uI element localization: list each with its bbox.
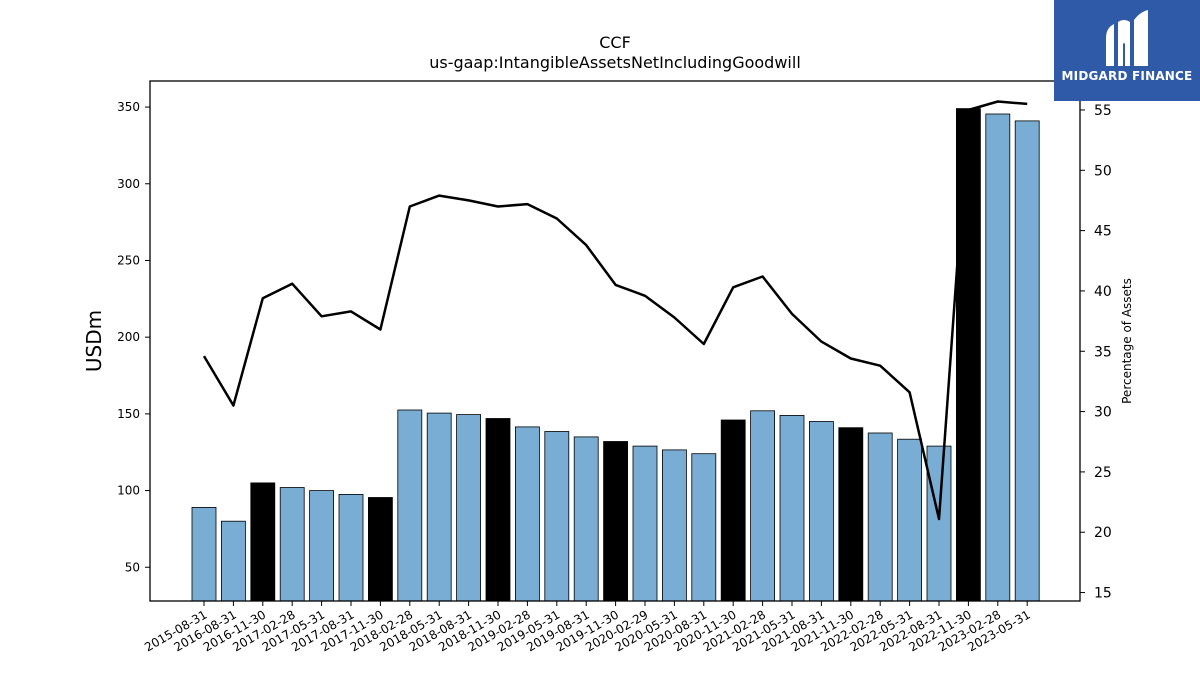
- bar: [603, 441, 628, 602]
- bar: [632, 445, 658, 602]
- bar: [662, 449, 687, 602]
- bar: [985, 113, 1011, 602]
- y2-tick-label: 20: [1094, 525, 1112, 541]
- y-tick-label: 100: [117, 484, 140, 498]
- y2-tick-label: 15: [1094, 586, 1112, 602]
- y2-tick-label: 25: [1094, 465, 1112, 481]
- brand-name: MIDGARD FINANCE: [1061, 69, 1193, 83]
- bar: [809, 421, 834, 602]
- y2-tick-label: 40: [1094, 284, 1112, 300]
- bar: [279, 487, 305, 602]
- bar: [867, 432, 893, 602]
- bar: [338, 493, 364, 602]
- y2-tick-label: 50: [1094, 163, 1112, 179]
- bar: [191, 506, 217, 602]
- chart-subtitle: us-gaap:IntangibleAssetsNetIncludingGood…: [429, 53, 801, 72]
- brand-logo: MIDGARD FINANCE: [1054, 0, 1200, 101]
- y-tick-label: 50: [125, 560, 140, 574]
- y-tick-label: 350: [117, 100, 140, 114]
- bar: [426, 412, 452, 602]
- bar: [515, 426, 540, 602]
- percentage-line: [202, 100, 1028, 521]
- chart-title: CCF: [599, 33, 631, 52]
- y2-ticks: 15 20 25 30 35 40 45 50 55: [1080, 103, 1112, 602]
- logo-mark-icon: [1106, 10, 1148, 66]
- bar: [720, 419, 746, 602]
- bar: [926, 445, 952, 602]
- bar: [456, 414, 482, 602]
- bar: [779, 414, 805, 602]
- bar: [485, 418, 511, 602]
- bar: [367, 497, 393, 602]
- x-ticks: 2015-08-312016-08-312016-11-302017-02-28…: [142, 601, 1033, 654]
- bar: [250, 482, 276, 602]
- y-axis-label: USDm: [82, 310, 106, 372]
- bar: [220, 520, 246, 602]
- y2-tick-label: 55: [1094, 103, 1112, 119]
- y-tick-label: 150: [117, 407, 140, 421]
- bar: [750, 410, 775, 602]
- bar: [1014, 120, 1040, 602]
- y2-axis-label: Percentage of Assets: [1120, 278, 1134, 404]
- bar: [309, 490, 335, 602]
- bar: [838, 427, 864, 602]
- y-tick-label: 250: [117, 253, 140, 267]
- bar: [397, 409, 423, 602]
- y2-tick-label: 35: [1094, 344, 1112, 360]
- y-tick-label: 300: [117, 177, 140, 191]
- bar: [956, 108, 981, 602]
- bar: [544, 431, 570, 602]
- axes: [149, 80, 1081, 602]
- line-series: [202, 100, 1028, 521]
- bar: [573, 436, 599, 602]
- y-ticks: 50 100 150 200 250 300 350: [117, 100, 150, 574]
- y2-tick-label: 45: [1094, 224, 1112, 240]
- y-tick-label: 200: [117, 330, 140, 344]
- y2-tick-label: 30: [1094, 405, 1112, 421]
- bar: [691, 453, 717, 602]
- plot-frame: [149, 80, 1081, 602]
- bar: [897, 438, 922, 602]
- bar-series: [191, 108, 1040, 602]
